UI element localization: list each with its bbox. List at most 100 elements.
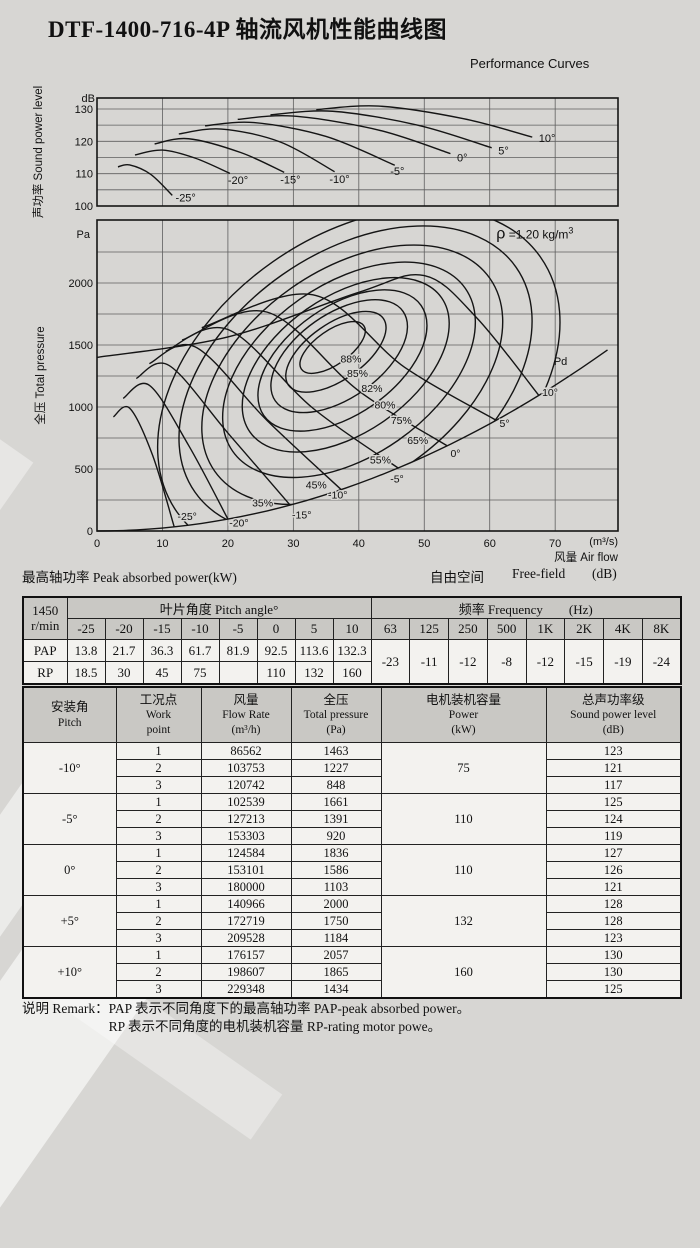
contour-82% bbox=[270, 299, 409, 414]
work-point: 1 bbox=[115, 844, 202, 862]
frequency-band: 500 bbox=[486, 618, 527, 640]
chart-label: Pd bbox=[554, 356, 567, 368]
subtitle: Performance Curves bbox=[470, 56, 590, 71]
pitch-angle: 5 bbox=[294, 618, 334, 640]
total-pressure: 1865 bbox=[290, 963, 382, 981]
chart-label: 82% bbox=[361, 383, 382, 395]
column-header: 总声功率级 Sound power level (dB) bbox=[545, 686, 682, 743]
work-point: 2 bbox=[115, 912, 202, 930]
pap-value: 132.3 bbox=[332, 639, 372, 662]
flow-rate: 172719 bbox=[200, 912, 292, 930]
motor-power: 110 bbox=[380, 793, 547, 845]
sound-power-level: 121 bbox=[545, 759, 682, 777]
chart-label: -25° bbox=[176, 193, 196, 205]
pitch-value: +5° bbox=[22, 895, 117, 947]
column-header: 安装角 Pitch bbox=[22, 686, 117, 743]
pitch-angle: -15 bbox=[142, 618, 182, 640]
octave-correction: -8 bbox=[486, 639, 527, 685]
sound-curve--25° bbox=[117, 163, 173, 196]
performance-data-table: 安装角 Pitch 工况点 Work point 风量 Flow Rate (m³/h) 全压 T… bbox=[22, 686, 682, 999]
work-point: 2 bbox=[115, 861, 202, 879]
total-pressure: 1184 bbox=[290, 929, 382, 947]
chart-label: -10° bbox=[329, 174, 349, 186]
chart-label: 30 bbox=[287, 538, 299, 550]
speed-cell: 1450 r/min bbox=[22, 596, 68, 640]
work-point: 3 bbox=[115, 878, 202, 896]
free-field-en: Free-field bbox=[512, 566, 566, 581]
flow-rate: 127213 bbox=[200, 810, 292, 828]
work-point: 2 bbox=[115, 963, 202, 981]
page-title: DTF-1400-716-4P 轴流风机性能曲线图 bbox=[48, 17, 448, 42]
pap-value: 13.8 bbox=[66, 639, 106, 662]
work-point: 2 bbox=[115, 759, 202, 777]
chart-label: (m³/s) bbox=[589, 536, 618, 548]
sound-curve-10° bbox=[316, 105, 533, 138]
chart-label: 40 bbox=[353, 538, 365, 550]
sound-power-level: 130 bbox=[545, 946, 682, 964]
motor-power: 132 bbox=[380, 895, 547, 947]
column-header: 风量 Flow Rate (m³/h) bbox=[200, 686, 292, 743]
work-point: 1 bbox=[115, 895, 202, 913]
flow-rate: 198607 bbox=[200, 963, 292, 981]
pressure-curve--10° bbox=[149, 344, 342, 491]
peak-power-caption: 最高轴功率 Peak absorbed power(kW) bbox=[22, 570, 237, 585]
flow-rate: 153303 bbox=[200, 827, 292, 845]
octave-correction: -11 bbox=[409, 639, 449, 685]
work-point: 1 bbox=[115, 946, 202, 964]
sound-power-level: 117 bbox=[545, 776, 682, 794]
chart-label: 55% bbox=[370, 455, 391, 467]
chart-label: 全压 Total pressure bbox=[33, 326, 47, 424]
flow-rate: 120742 bbox=[200, 776, 292, 794]
column-header: 全压 Total pressure (Pa) bbox=[290, 686, 382, 743]
chart-label: 85% bbox=[347, 368, 368, 380]
chart-label: 120 bbox=[75, 136, 93, 148]
work-point: 1 bbox=[115, 742, 202, 760]
flow-rate: 102539 bbox=[200, 793, 292, 811]
flow-rate: 140966 bbox=[200, 895, 292, 913]
octave-correction: -15 bbox=[564, 639, 604, 685]
work-point: 3 bbox=[115, 776, 202, 794]
total-pressure: 2057 bbox=[290, 946, 382, 964]
rp-value bbox=[218, 661, 258, 685]
chart-label: 5° bbox=[498, 145, 509, 157]
sound-power-level: 123 bbox=[545, 929, 682, 947]
flow-rate: 153101 bbox=[200, 861, 292, 879]
pap-value: 61.7 bbox=[180, 639, 220, 662]
free-field-unit: (dB) bbox=[592, 566, 617, 581]
sound-power-level: 126 bbox=[545, 861, 682, 879]
chart-label: 1000 bbox=[69, 402, 93, 414]
frequency-band: 63 bbox=[370, 618, 411, 640]
pitch-power-frequency-table: 1450 r/min 叶片角度 Pitch angle° 频率 Frequency (… bbox=[22, 596, 682, 685]
flow-rate: 176157 bbox=[200, 946, 292, 964]
remark: 说明 Remark： PAP 表示不同角度下的最高轴功率 PAP-peak ab… bbox=[22, 1000, 470, 1035]
total-pressure: 1750 bbox=[290, 912, 382, 930]
total-pressure: 1661 bbox=[290, 793, 382, 811]
frequency-band: 125 bbox=[409, 618, 449, 640]
row-label: RP bbox=[22, 661, 68, 685]
pitch-angle: 0 bbox=[256, 618, 296, 640]
chart-label: 35% bbox=[252, 497, 273, 509]
column-header: 电机装机容量 Power (kW) bbox=[380, 686, 547, 743]
pap-value: 113.6 bbox=[294, 639, 334, 662]
motor-power: 110 bbox=[380, 844, 547, 896]
rp-value: 75 bbox=[180, 661, 220, 685]
remark-prefix: 说明 Remark： bbox=[22, 1001, 109, 1016]
octave-correction: -12 bbox=[525, 639, 566, 685]
free-field-zh: 自由空间 bbox=[430, 570, 484, 585]
sound-curve-5° bbox=[270, 110, 492, 149]
total-pressure: 1586 bbox=[290, 861, 382, 879]
pap-value: 21.7 bbox=[104, 639, 144, 662]
frequency-header: 频率 Frequency (Hz) bbox=[370, 596, 682, 619]
frequency-band: 1K bbox=[525, 618, 566, 640]
chart-label: 0° bbox=[457, 152, 468, 164]
row-label: PAP bbox=[22, 639, 68, 662]
pitch-angle: -25 bbox=[66, 618, 106, 640]
remark-line1: PAP 表示不同角度下的最高轴功率 PAP-peak absorbed powe… bbox=[108, 1001, 471, 1016]
frequency-band: 8K bbox=[641, 618, 682, 640]
frequency-band: 2K bbox=[564, 618, 604, 640]
flow-rate: 86562 bbox=[200, 742, 292, 760]
motor-power: 160 bbox=[380, 946, 547, 999]
pap-value: 81.9 bbox=[218, 639, 258, 662]
dynamic-pressure-curve bbox=[96, 349, 608, 532]
total-pressure: 1391 bbox=[290, 810, 382, 828]
